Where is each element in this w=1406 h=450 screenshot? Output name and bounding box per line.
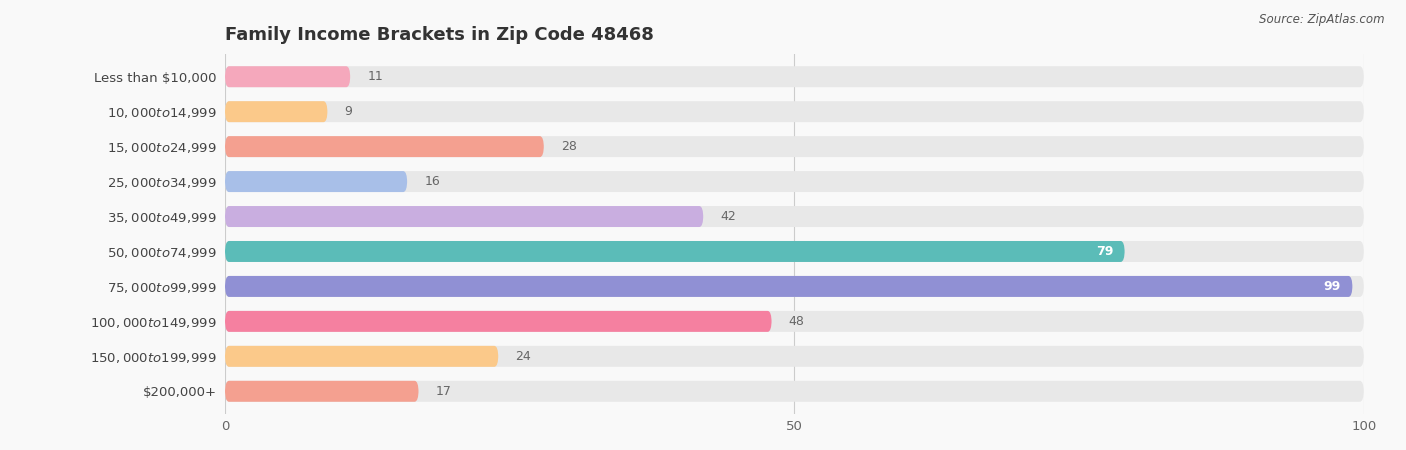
Text: 11: 11 (367, 70, 382, 83)
FancyBboxPatch shape (225, 171, 1364, 192)
FancyBboxPatch shape (225, 66, 1364, 87)
FancyBboxPatch shape (225, 241, 1125, 262)
FancyBboxPatch shape (225, 346, 498, 367)
FancyBboxPatch shape (225, 381, 419, 402)
FancyBboxPatch shape (225, 101, 1364, 122)
Text: 16: 16 (425, 175, 440, 188)
Text: 17: 17 (436, 385, 451, 398)
FancyBboxPatch shape (225, 206, 1364, 227)
Text: 28: 28 (561, 140, 576, 153)
FancyBboxPatch shape (225, 276, 1353, 297)
FancyBboxPatch shape (225, 206, 703, 227)
FancyBboxPatch shape (225, 136, 1364, 157)
FancyBboxPatch shape (225, 311, 772, 332)
Text: 79: 79 (1095, 245, 1114, 258)
FancyBboxPatch shape (225, 241, 1364, 262)
Text: 24: 24 (516, 350, 531, 363)
FancyBboxPatch shape (225, 66, 350, 87)
Text: 99: 99 (1324, 280, 1341, 293)
Text: 48: 48 (789, 315, 804, 328)
FancyBboxPatch shape (225, 311, 1364, 332)
FancyBboxPatch shape (225, 136, 544, 157)
FancyBboxPatch shape (225, 381, 1364, 402)
FancyBboxPatch shape (225, 346, 1364, 367)
FancyBboxPatch shape (225, 276, 1364, 297)
Text: 9: 9 (344, 105, 353, 118)
FancyBboxPatch shape (225, 171, 408, 192)
Text: 42: 42 (720, 210, 737, 223)
Text: Family Income Brackets in Zip Code 48468: Family Income Brackets in Zip Code 48468 (225, 26, 654, 44)
FancyBboxPatch shape (225, 101, 328, 122)
Text: Source: ZipAtlas.com: Source: ZipAtlas.com (1260, 14, 1385, 27)
